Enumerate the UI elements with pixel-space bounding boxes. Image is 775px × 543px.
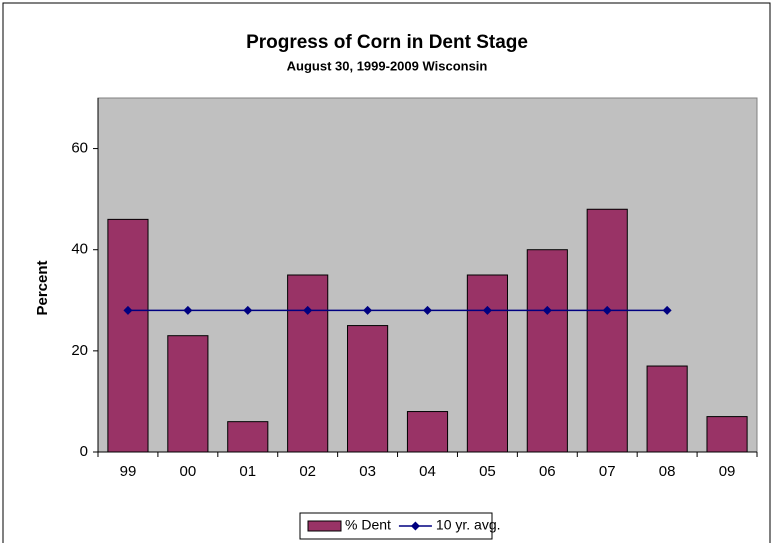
bar xyxy=(526,249,568,453)
x-tick-label: 06 xyxy=(539,463,556,480)
y-tick-label: 20 xyxy=(71,342,88,359)
bar xyxy=(406,411,449,453)
bar xyxy=(466,274,508,453)
y-tick-label: 60 xyxy=(71,140,88,157)
y-tick-label: 40 xyxy=(71,241,88,258)
legend-swatch xyxy=(307,520,342,532)
x-tick-label: 08 xyxy=(659,463,676,480)
avg-marker xyxy=(363,305,373,315)
bar xyxy=(227,421,269,453)
avg-marker xyxy=(482,305,492,315)
bar xyxy=(107,218,149,453)
legend-marker xyxy=(410,521,420,531)
bar xyxy=(586,208,628,453)
x-tick-label: 09 xyxy=(719,463,736,480)
y-tick-label: 0 xyxy=(80,443,88,460)
avg-marker xyxy=(303,305,313,315)
x-tick-label: 99 xyxy=(120,463,137,480)
bar xyxy=(646,365,688,453)
x-tick-label: 05 xyxy=(479,463,496,480)
bar xyxy=(287,274,329,453)
legend-label: 10 yr. avg. xyxy=(436,517,501,533)
y-axis-label: Percent xyxy=(34,260,51,315)
avg-marker xyxy=(602,305,612,315)
chart-subtitle: August 30, 1999-2009 Wisconsin xyxy=(287,58,488,73)
x-tick-label: 07 xyxy=(599,463,616,480)
x-tick-label: 02 xyxy=(299,463,316,480)
bar xyxy=(706,416,748,453)
chart-title: Progress of Corn in Dent Stage xyxy=(246,32,528,53)
x-tick-label: 03 xyxy=(359,463,376,480)
x-tick-label: 04 xyxy=(419,463,436,480)
avg-marker xyxy=(662,305,672,315)
bar xyxy=(347,325,389,453)
avg-marker xyxy=(123,305,133,315)
avg-marker xyxy=(423,305,432,315)
legend-label: % Dent xyxy=(345,517,391,533)
x-tick-label: 01 xyxy=(239,463,256,480)
avg-marker xyxy=(183,305,193,315)
bar xyxy=(167,335,209,453)
x-tick-label: 00 xyxy=(180,463,197,480)
avg-marker xyxy=(243,305,253,315)
avg-marker xyxy=(542,305,552,315)
